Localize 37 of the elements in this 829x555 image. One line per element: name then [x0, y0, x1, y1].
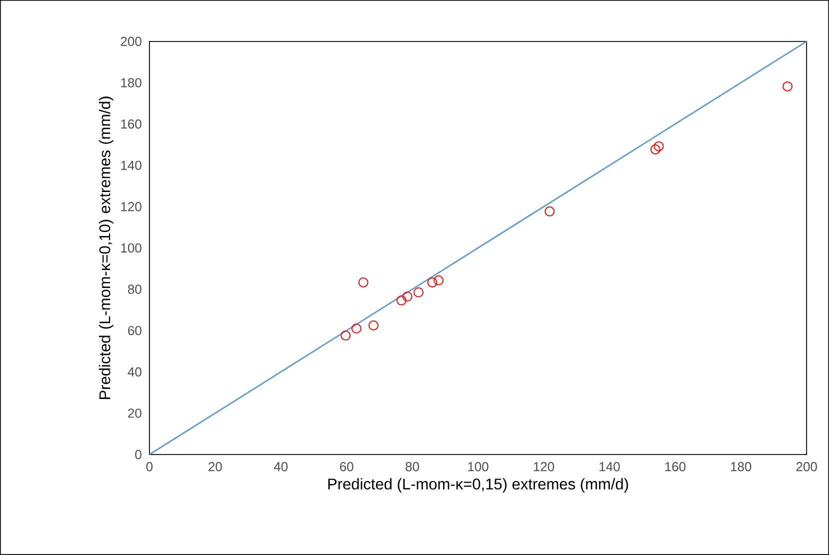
point [434, 275, 444, 286]
point [650, 144, 660, 154]
x-tick-label: 120 [534, 462, 554, 472]
y-tick-label: 80 [128, 284, 142, 294]
point [414, 287, 424, 298]
x-tick-label: 80 [406, 462, 420, 472]
x-tick-label: 0 [146, 462, 153, 472]
x-tick-label: 180 [731, 462, 752, 472]
x-tick-label: 200 [796, 462, 817, 472]
x-tick-label: 40 [274, 462, 288, 472]
y-tick-label: 180 [121, 78, 142, 88]
y-tick-label: 160 [121, 119, 142, 129]
point [368, 320, 379, 330]
x-tick-label: 140 [600, 462, 620, 472]
point [427, 277, 438, 288]
point [544, 206, 555, 216]
point [402, 292, 412, 302]
x-tick-label: 100 [468, 462, 488, 472]
y-tick-label: 120 [121, 202, 142, 212]
y-tick-label: 20 [128, 408, 142, 418]
point [396, 295, 406, 306]
y-tick-label: 0 [135, 450, 142, 460]
x-axis-title: Predicted (L-mom-κ=0,15) extremes (mm/d) [328, 478, 628, 493]
point [358, 277, 368, 288]
y-tick-label: 60 [128, 326, 142, 336]
point [782, 81, 793, 92]
x-tick-label: 20 [208, 462, 222, 472]
point [654, 141, 664, 152]
y-tick-label: 40 [128, 367, 142, 377]
x-tick-label: 60 [340, 462, 354, 472]
y-tick-label: 140 [121, 160, 142, 170]
y-axis-title: Predicted (L-mom-κ=0,10) extremes (mm/d) [98, 96, 114, 399]
y-tick-label: 200 [120, 36, 142, 46]
point [351, 324, 362, 334]
y-tick-label: 100 [121, 243, 142, 253]
point [340, 330, 351, 341]
x-tick-label: 160 [665, 462, 686, 472]
